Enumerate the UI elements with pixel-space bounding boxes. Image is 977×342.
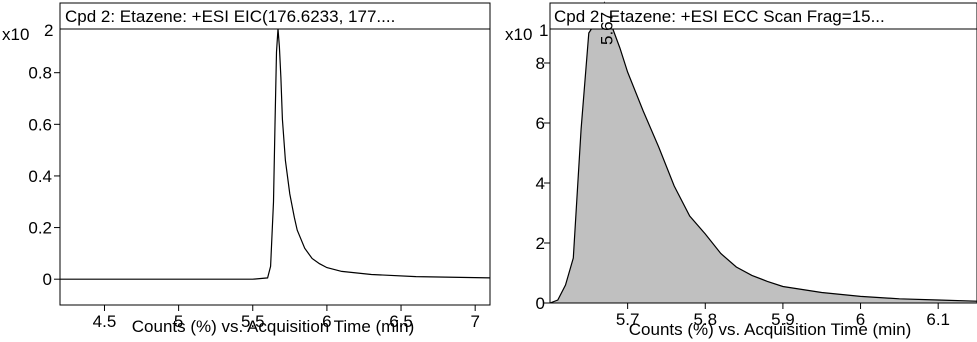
- y-multiplier-exponent: 2: [44, 21, 53, 40]
- y-tick-label: 0.6: [28, 115, 52, 134]
- y-multiplier-exponent: 1: [539, 21, 548, 40]
- y-tick-label: 0: [536, 294, 545, 313]
- y-tick-label: 0: [43, 270, 52, 289]
- x-tick-label: 6.1: [926, 310, 950, 329]
- x-tick-label: 5: [174, 312, 183, 331]
- y-multiplier: x10: [2, 25, 29, 44]
- title-box: [59, 2, 491, 30]
- peak-label: 5.67: [597, 12, 616, 45]
- x-tick-label: 7: [470, 312, 479, 331]
- y-tick-label: 2: [536, 234, 545, 253]
- x-tick-label: 5.9: [771, 310, 795, 329]
- series-area-fill: [550, 3, 977, 303]
- chart-title: Cpd 2: Etazene: +ESI ECC Scan Frag=15...: [554, 7, 885, 26]
- chart-panel-left: Cpd 2: Etazene: +ESI EIC(176.6233, 177..…: [2, 2, 491, 336]
- y-tick-label: 8: [536, 54, 545, 73]
- ecc-chart: Cpd 2: Etazene: +ESI ECC Scan Frag=15...…: [505, 1, 977, 339]
- x-tick-label: 6: [856, 310, 865, 329]
- x-axis-label: Counts (%) vs. Acquisition Time (min): [629, 320, 911, 339]
- x-tick-label: 5.7: [616, 310, 640, 329]
- series-line: [60, 28, 491, 280]
- y-tick-label: 4: [536, 174, 545, 193]
- y-multiplier: x10: [505, 25, 532, 44]
- x-tick-label: 5.8: [693, 310, 717, 329]
- chart-title: Cpd 2: Etazene: +ESI EIC(176.6233, 177..…: [65, 7, 395, 26]
- x-axis-label: Counts (%) vs. Acquisition Time (min): [132, 317, 414, 336]
- y-tick-label: 0.8: [28, 64, 52, 83]
- x-tick-label: 6.5: [389, 312, 413, 331]
- y-tick-label: 0.4: [28, 167, 52, 186]
- series-line: [549, 1, 977, 304]
- x-tick-label: 4.5: [93, 312, 117, 331]
- title-box: [549, 2, 977, 30]
- x-tick-label: 5.5: [241, 312, 265, 331]
- y-tick-label: 6: [536, 114, 545, 133]
- eic-chart: Cpd 2: Etazene: +ESI EIC(176.6233, 177..…: [2, 2, 491, 336]
- x-tick-label: 6: [322, 312, 331, 331]
- y-tick-label: 0.2: [28, 219, 52, 238]
- chart-panel-right: Cpd 2: Etazene: +ESI ECC Scan Frag=15...…: [495, 0, 977, 342]
